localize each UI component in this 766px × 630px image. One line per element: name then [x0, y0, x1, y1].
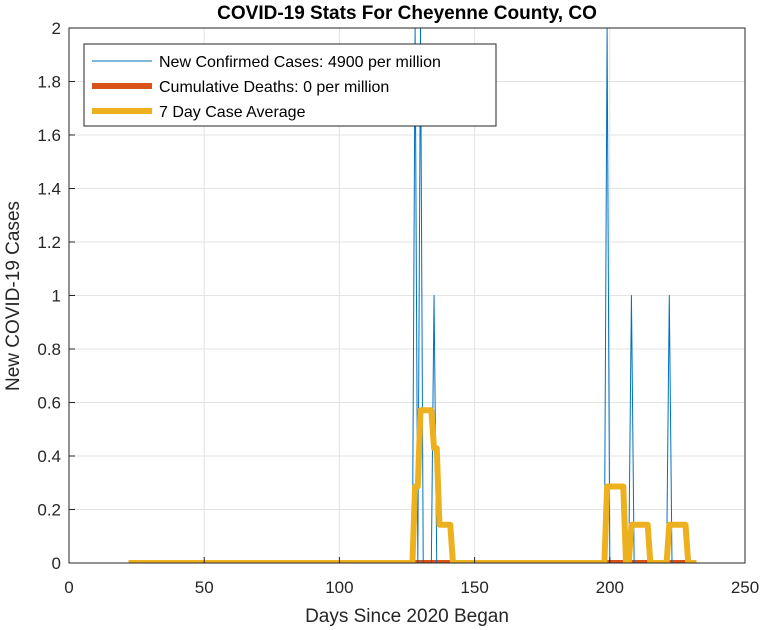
x-tick-label: 100	[325, 578, 353, 597]
axis-ticks: 0 50 100 150 200 250 0 0.2 0.4 0.6 0.8 1 1.2 1.4 1.6 1.…	[37, 19, 759, 597]
y-tick-label: 1	[52, 287, 61, 306]
y-tick-label: 0	[52, 554, 61, 573]
legend: New Confirmed Cases: 4900 per million Cum…	[83, 43, 497, 127]
y-tick-label: 0.8	[37, 340, 61, 359]
chart-title: COVID-19 Stats For Cheyenne County, CO	[217, 3, 597, 24]
x-tick-label: 250	[731, 578, 759, 597]
y-tick-label: 0.4	[37, 447, 61, 466]
legend-entry-label: New Confirmed Cases: 4900 per million	[159, 54, 441, 71]
x-axis-label: Days Since 2020 Began	[305, 606, 509, 627]
y-tick-label: 1.2	[37, 233, 61, 252]
y-tick-label: 0.6	[37, 394, 61, 413]
series-layer	[128, 28, 697, 563]
legend-box	[83, 43, 497, 127]
series-line-2	[128, 407, 697, 563]
y-tick-label: 1.4	[37, 180, 61, 199]
y-tick-label: 0.2	[37, 501, 61, 520]
y-tick-label: 1.6	[37, 126, 61, 145]
y-tick-label: 1.8	[37, 73, 61, 92]
x-tick-label: 200	[596, 578, 624, 597]
x-tick-label: 0	[64, 578, 73, 597]
x-tick-label: 150	[460, 578, 488, 597]
y-axis-label: New COVID-19 Cases	[3, 201, 24, 391]
legend-entry-label: Cumulative Deaths: 0 per million	[159, 79, 389, 96]
x-tick-label: 50	[195, 578, 214, 597]
y-tick-label: 2	[52, 19, 61, 38]
legend-entry-label: 7 Day Case Average	[159, 104, 306, 121]
